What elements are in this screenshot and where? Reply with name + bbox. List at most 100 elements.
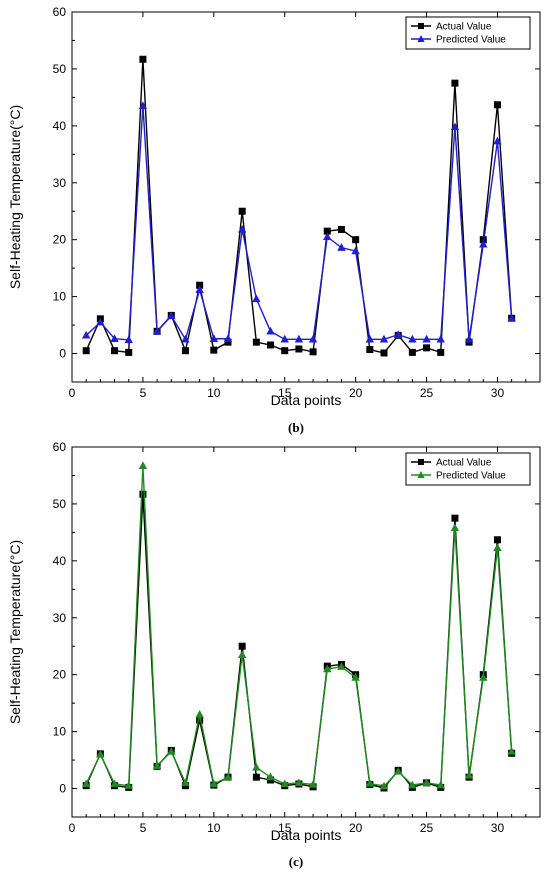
x-tick-label: 0	[69, 821, 76, 835]
plot-frame	[71, 11, 541, 383]
data-point-predicted	[266, 772, 275, 781]
data-point-predicted	[237, 224, 247, 233]
data-point-actual	[210, 346, 218, 354]
x-tick-label: 10	[207, 821, 221, 835]
data-point-predicted	[209, 334, 219, 342]
data-point-predicted	[138, 101, 148, 110]
data-point-predicted	[195, 285, 204, 293]
data-point-predicted	[450, 523, 460, 532]
x-axis-title: Data points	[271, 392, 342, 408]
legend-marker-triangle	[417, 35, 425, 42]
data-point-predicted	[323, 664, 332, 673]
data-point-actual	[380, 349, 388, 357]
y-tick-label: 30	[53, 611, 67, 625]
x-tick-label: 30	[491, 821, 505, 835]
data-point-actual	[423, 344, 431, 352]
data-point-predicted	[252, 294, 261, 303]
x-tick-label: 10	[207, 386, 221, 400]
y-tick-label: 20	[53, 668, 67, 682]
data-point-predicted	[110, 779, 119, 788]
data-point-actual	[252, 338, 260, 346]
legend-marker-triangle	[417, 471, 425, 478]
data-point-predicted	[181, 334, 190, 343]
data-point-predicted	[493, 543, 502, 551]
y-tick-label: 10	[53, 725, 67, 739]
data-point-actual	[238, 207, 246, 215]
data-point-actual	[295, 345, 303, 353]
data-point-actual	[309, 348, 317, 356]
data-point-predicted	[422, 778, 431, 787]
x-tick-label: 25	[420, 821, 434, 835]
chart-panel-b: 0 5 10 15 20 25 30 0 10 20 30 40 50 60 Data points Self…	[7, 5, 541, 435]
data-point-actual	[267, 341, 275, 349]
data-point-actual	[196, 716, 204, 724]
series-line-0	[85, 59, 513, 354]
data-point-predicted	[408, 780, 417, 789]
y-tick-label: 60	[53, 5, 67, 19]
data-point-predicted	[308, 780, 318, 788]
data-point-predicted	[266, 326, 275, 335]
data-point-predicted	[351, 673, 360, 681]
data-point-actual	[252, 773, 260, 781]
panel-label: (c)	[289, 854, 303, 869]
data-point-actual	[451, 79, 459, 87]
legend-marker-square	[418, 23, 424, 29]
data-point-predicted	[337, 243, 346, 251]
panel-label: (b)	[288, 420, 304, 435]
y-tick-label: 40	[53, 119, 67, 133]
data-point-predicted	[507, 313, 516, 322]
data-point-actual	[181, 347, 189, 355]
data-point-predicted	[408, 334, 417, 343]
x-tick-label: 15	[278, 386, 292, 400]
x-tick-label: 25	[420, 386, 434, 400]
x-tick-label: 0	[69, 386, 76, 400]
y-tick-label: 50	[53, 497, 67, 511]
data-point-predicted	[464, 770, 474, 779]
legend-box	[405, 452, 531, 486]
data-point-predicted	[351, 246, 360, 255]
y-axis-title: Self-Heating Temperature(°C)	[7, 105, 23, 289]
data-point-actual	[323, 227, 331, 235]
legend-box	[405, 16, 531, 50]
data-point-actual	[224, 338, 232, 346]
data-point-actual	[196, 281, 204, 289]
data-point-predicted	[237, 650, 247, 658]
data-point-predicted	[493, 136, 502, 145]
data-point-predicted	[507, 747, 516, 755]
data-point-predicted	[365, 334, 375, 343]
data-point-predicted	[436, 334, 445, 343]
data-point-predicted	[181, 778, 190, 787]
data-point-actual	[366, 346, 374, 354]
x-tick-label: 20	[349, 386, 363, 400]
data-point-predicted	[379, 334, 389, 343]
data-point-actual	[139, 55, 147, 63]
y-tick-label: 20	[53, 233, 67, 247]
data-point-predicted	[308, 334, 318, 343]
data-point-predicted	[365, 778, 375, 787]
data-point-predicted	[167, 311, 176, 320]
data-point-predicted	[223, 772, 233, 781]
data-point-predicted	[81, 779, 91, 788]
data-point-predicted	[422, 334, 431, 343]
data-point-actual	[493, 101, 501, 109]
data-point-actual	[408, 348, 416, 356]
data-point-actual	[139, 490, 147, 498]
data-point-actual	[82, 347, 90, 355]
data-point-actual	[352, 236, 360, 244]
data-point-actual	[337, 225, 345, 233]
data-point-predicted	[252, 762, 261, 771]
y-tick-label: 50	[53, 62, 67, 76]
data-point-predicted	[110, 334, 119, 342]
series-line-1	[85, 105, 513, 342]
data-point-predicted	[152, 761, 162, 769]
legend: Actual Value Predicted Value	[405, 16, 531, 50]
data-point-predicted	[280, 334, 289, 343]
data-point-predicted	[323, 232, 332, 241]
data-point-actual	[437, 348, 445, 356]
data-point-predicted	[280, 779, 289, 788]
legend-marker-square	[418, 459, 424, 465]
y-tick-label: 0	[59, 347, 66, 361]
plot-frame	[71, 446, 541, 818]
data-point-predicted	[479, 239, 488, 248]
